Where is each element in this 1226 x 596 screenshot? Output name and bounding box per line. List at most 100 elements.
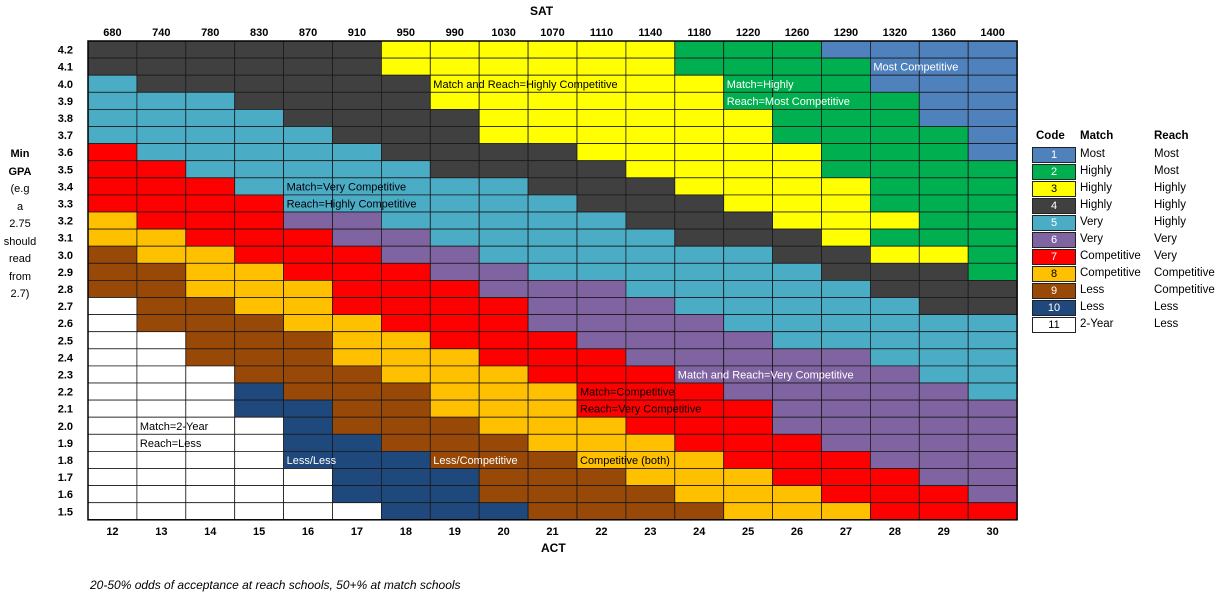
heatmap-cell: [527, 262, 578, 281]
heatmap-cell: [380, 143, 431, 162]
sat-tick-label: 990: [446, 27, 464, 39]
legend-match-text: Less: [1080, 284, 1105, 296]
heatmap-cell: [870, 245, 920, 264]
heatmap-cell: [723, 177, 774, 196]
gpa-note-line: should: [3, 235, 37, 248]
heatmap-cell: [234, 450, 284, 469]
heatmap-cell: [772, 262, 822, 281]
heatmap-cell: [283, 502, 333, 521]
heatmap-cell: [674, 262, 725, 281]
legend-match-text: Highly: [1080, 165, 1112, 177]
heatmap-cell: [625, 91, 676, 110]
heatmap-cell: [870, 502, 920, 521]
heatmap-cell: [674, 348, 725, 367]
heatmap-cell: [821, 160, 871, 179]
heatmap-cell: [674, 314, 725, 333]
heatmap-cell: [185, 331, 236, 350]
heatmap-cell: [918, 485, 969, 504]
heatmap-cell: [87, 126, 138, 145]
heatmap-cell: [136, 279, 187, 298]
heatmap-cell: [283, 433, 333, 452]
heatmap-cell: [772, 143, 822, 162]
heatmap-cell: [870, 279, 920, 298]
act-tick-label: 14: [204, 526, 217, 538]
heatmap-cell: [723, 228, 774, 247]
heatmap-cell: [283, 143, 333, 162]
heatmap-cell: [967, 314, 1018, 333]
heatmap-cell: [625, 262, 676, 281]
heatmap-cell: [380, 416, 431, 435]
legend-row: 5 Very Highly: [1032, 215, 1226, 232]
heatmap-cell: [429, 126, 480, 145]
heatmap-cell: [772, 468, 822, 487]
heatmap-cell: [185, 365, 236, 384]
heatmap-cell: [429, 57, 480, 76]
heatmap-cell: [87, 348, 138, 367]
legend-code-swatch: 5: [1032, 215, 1076, 231]
sat-tick-label: 1220: [736, 27, 760, 39]
gpa-tick-label: 2.5: [58, 335, 73, 347]
heatmap-cell: [625, 297, 676, 316]
heatmap-cell: [821, 262, 871, 281]
region-annotation: Reach=Highly Competitive: [287, 198, 417, 210]
heatmap-cell: [527, 297, 578, 316]
heatmap-cell: [723, 57, 774, 76]
heatmap-cell: [967, 331, 1018, 350]
legend-header-code: Code: [1036, 130, 1065, 142]
heatmap-cell: [576, 502, 627, 521]
heatmap-cell: [87, 382, 138, 401]
heatmap-cell: [527, 228, 578, 247]
heatmap-cell: [870, 416, 920, 435]
heatmap-cell: [478, 502, 529, 521]
heatmap-cell: [772, 40, 822, 59]
heatmap-cell: [283, 245, 333, 264]
heatmap-cell: [625, 245, 676, 264]
sat-tick-label: 740: [152, 27, 170, 39]
heatmap-cell: [283, 211, 333, 230]
sat-tick-label: 1290: [834, 27, 858, 39]
heatmap-cell: [429, 228, 480, 247]
heatmap-cell: [429, 143, 480, 162]
heatmap-cell: [283, 109, 333, 127]
heatmap-cell: [723, 297, 774, 316]
heatmap-cell: [136, 91, 187, 110]
act-tick-label: 25: [742, 526, 754, 538]
legend-row: 8 Competitive Competitive: [1032, 266, 1226, 283]
heatmap-cell: [625, 126, 676, 145]
heatmap-cell: [332, 485, 382, 504]
heatmap-cell: [332, 314, 382, 333]
heatmap-cell: [87, 160, 138, 179]
heatmap-cell: [136, 126, 187, 145]
heatmap-cell: [527, 143, 578, 162]
heatmap-cell: [478, 160, 529, 179]
heatmap-cell: [87, 40, 138, 59]
heatmap-cell: [234, 468, 284, 487]
heatmap-cell: [870, 160, 920, 179]
heatmap-cell: [772, 245, 822, 264]
heatmap-cell: [283, 57, 333, 76]
heatmap-cell: [918, 40, 969, 59]
heatmap-cell: [478, 109, 529, 127]
heatmap-cell: [380, 91, 431, 110]
heatmap-cell: [332, 245, 382, 264]
heatmap-cell: [429, 160, 480, 179]
heatmap-cell: [967, 348, 1018, 367]
sat-tick-label: 910: [348, 27, 366, 39]
heatmap-cell: [674, 485, 725, 504]
heatmap-cell: [821, 297, 871, 316]
heatmap-cell: [380, 160, 431, 179]
heatmap-cell: [821, 57, 871, 76]
sat-tick-label: 680: [103, 27, 121, 39]
region-annotation: Match=Competitive: [580, 387, 674, 399]
heatmap-cell: [87, 502, 138, 521]
heatmap-cell: [429, 262, 480, 281]
heatmap-cell: [234, 348, 284, 367]
sat-tick-label: 950: [397, 27, 415, 39]
gpa-note-line: read: [8, 253, 32, 265]
heatmap-cell: [772, 194, 822, 213]
heatmap-cell: [332, 468, 382, 487]
heatmap-cell: [870, 126, 920, 145]
heatmap-cell: [674, 433, 725, 452]
heatmap-cell: [967, 245, 1018, 264]
heatmap-cell: [918, 109, 969, 127]
